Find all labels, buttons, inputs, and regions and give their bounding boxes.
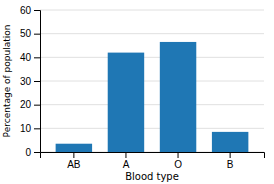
- grid-line: [40, 104, 264, 105]
- bar: [56, 144, 92, 152]
- grid-line: [40, 33, 264, 34]
- plot: AB A O B 0 10 20 30 40 50 60: [20, 5, 265, 170]
- x-tick-mark: [230, 152, 231, 158]
- grid-line: [40, 57, 264, 58]
- y-tick-mark: [34, 34, 40, 35]
- bars: [56, 42, 249, 152]
- y-tick-label: 50: [20, 28, 32, 39]
- x-tick: B: [227, 152, 234, 170]
- y-tick-label: 30: [20, 76, 32, 87]
- x-tick: AB: [67, 152, 81, 170]
- y-tick: 50: [20, 28, 40, 39]
- x-tick-label: B: [227, 159, 234, 170]
- x-tick: O: [174, 152, 182, 170]
- y-axis-line: [34, 11, 41, 153]
- y-tick-mark: [34, 81, 40, 82]
- y-tick-mark: [34, 10, 40, 11]
- x-axis-title: Blood type: [125, 171, 179, 182]
- chart: AB A O B 0 10 20 30 40 50 60 Blood type Percentage o…: [0, 0, 274, 184]
- grid-line: [40, 10, 264, 11]
- x-tick-mark: [73, 152, 74, 158]
- y-tick-label: 0: [25, 147, 31, 158]
- y-tick: 40: [20, 52, 40, 63]
- y-tick: 30: [20, 76, 40, 87]
- y-tick: 10: [20, 123, 40, 134]
- y-tick-mark: [34, 152, 40, 153]
- bar: [212, 132, 248, 152]
- x-tick-label: A: [123, 159, 130, 170]
- x-tick: A: [123, 152, 130, 170]
- y-tick-mark: [34, 105, 40, 106]
- x-tick-mark: [178, 152, 179, 158]
- x-axis: AB A O B: [41, 152, 265, 170]
- grid-line: [40, 81, 264, 82]
- y-axis: 0 10 20 30 40 50 60: [20, 5, 41, 158]
- grid-line: [40, 128, 264, 129]
- bar: [160, 42, 196, 152]
- bar: [108, 53, 144, 152]
- x-tick-label: AB: [67, 159, 81, 170]
- grid: [40, 10, 264, 152]
- y-tick-label: 10: [20, 123, 32, 134]
- y-tick-mark: [34, 128, 40, 129]
- x-tick-label: O: [174, 159, 182, 170]
- x-axis-line: [41, 153, 265, 159]
- y-tick-mark: [34, 57, 40, 58]
- y-tick: 60: [20, 5, 40, 16]
- y-tick: 0: [25, 147, 40, 158]
- y-axis-title: Percentage of population: [2, 25, 12, 138]
- x-tick-mark: [125, 152, 126, 158]
- y-tick-label: 60: [20, 5, 32, 16]
- y-tick: 20: [20, 99, 40, 110]
- y-tick-label: 40: [20, 52, 32, 63]
- y-tick-label: 20: [20, 99, 32, 110]
